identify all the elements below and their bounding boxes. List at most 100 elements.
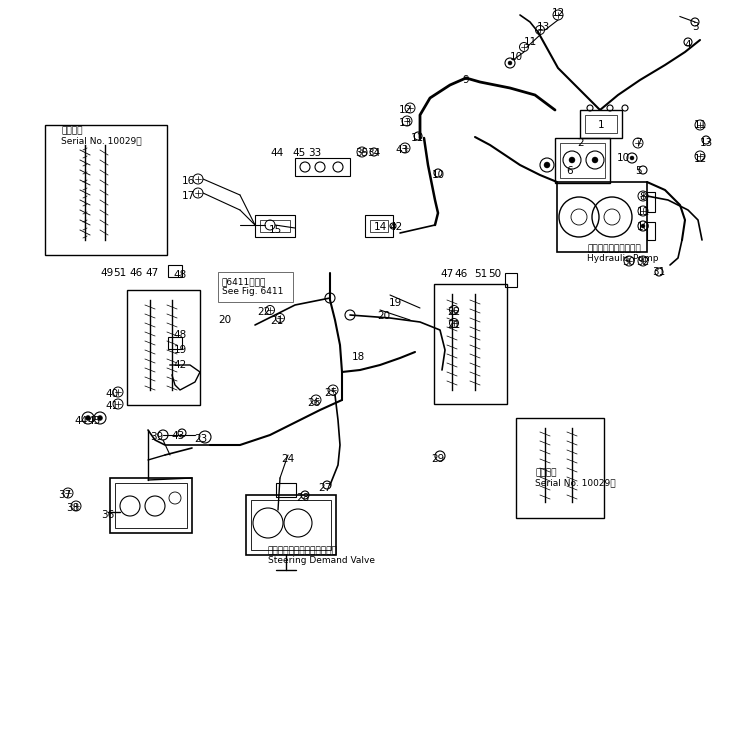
- Text: 3: 3: [692, 22, 699, 32]
- Text: 27: 27: [318, 483, 331, 493]
- Text: 47: 47: [441, 269, 454, 279]
- Text: 46: 46: [130, 268, 143, 278]
- Text: Hydraulic Pump: Hydraulic Pump: [587, 254, 658, 263]
- Bar: [560, 143, 605, 178]
- Text: 19: 19: [388, 298, 402, 308]
- Text: 24: 24: [281, 454, 295, 464]
- Text: 4: 4: [685, 40, 691, 50]
- Text: 45: 45: [87, 416, 100, 426]
- Circle shape: [544, 162, 550, 168]
- Bar: [168, 337, 182, 349]
- Text: 10: 10: [616, 153, 630, 163]
- Bar: [557, 182, 647, 252]
- Text: 15: 15: [268, 225, 281, 235]
- Circle shape: [97, 416, 103, 421]
- Text: 12: 12: [693, 154, 707, 164]
- Text: 30: 30: [622, 257, 636, 267]
- Bar: [255, 215, 295, 237]
- Text: 12: 12: [398, 105, 412, 115]
- Text: 22: 22: [447, 307, 460, 317]
- Text: 37: 37: [59, 490, 72, 500]
- Bar: [168, 265, 182, 277]
- Bar: [246, 495, 336, 555]
- Text: 51: 51: [114, 268, 127, 278]
- Text: 21: 21: [270, 316, 284, 326]
- Text: 2: 2: [578, 138, 584, 148]
- Text: ステアリングデマンドバルブ: ステアリングデマンドバルブ: [268, 546, 338, 555]
- Circle shape: [86, 416, 90, 421]
- Text: 42: 42: [389, 222, 402, 232]
- Bar: [110, 478, 192, 533]
- Text: Serial No. 10029～: Serial No. 10029～: [535, 478, 616, 487]
- Text: 21: 21: [447, 320, 460, 330]
- Text: 44: 44: [270, 148, 284, 158]
- Text: 17: 17: [181, 191, 195, 201]
- Text: 45: 45: [292, 148, 306, 158]
- Bar: [580, 110, 622, 138]
- Bar: [505, 273, 517, 287]
- Text: 42: 42: [174, 360, 187, 370]
- Text: 41: 41: [106, 401, 119, 411]
- Bar: [45, 125, 167, 255]
- Text: 10: 10: [509, 52, 523, 62]
- Text: 13: 13: [699, 138, 712, 148]
- Text: 39: 39: [150, 432, 163, 442]
- Text: 適用号機: 適用号機: [535, 468, 556, 477]
- Circle shape: [592, 157, 598, 163]
- Text: 11: 11: [410, 133, 424, 143]
- Text: 11: 11: [523, 37, 537, 47]
- Bar: [365, 215, 393, 237]
- Circle shape: [630, 156, 634, 160]
- Text: 47: 47: [145, 268, 158, 278]
- Bar: [260, 220, 290, 232]
- Text: 29: 29: [432, 454, 445, 464]
- Text: 7: 7: [635, 138, 641, 148]
- Text: See Fig. 6411: See Fig. 6411: [222, 287, 284, 296]
- Bar: [115, 483, 187, 528]
- Text: 46: 46: [454, 269, 468, 279]
- Text: 12: 12: [551, 8, 564, 18]
- Text: 36: 36: [101, 510, 114, 520]
- Bar: [516, 418, 604, 518]
- Bar: [127, 290, 200, 405]
- Text: 5: 5: [636, 166, 642, 176]
- Bar: [276, 483, 296, 497]
- Text: 35: 35: [356, 148, 369, 158]
- Text: 26: 26: [307, 398, 320, 408]
- Text: 1: 1: [597, 120, 604, 130]
- Text: 19: 19: [174, 345, 187, 355]
- Text: 25: 25: [325, 388, 338, 398]
- Text: Steering Demand Valve: Steering Demand Valve: [268, 556, 375, 565]
- Text: 51: 51: [474, 269, 487, 279]
- Bar: [295, 158, 350, 176]
- Text: 22: 22: [257, 307, 270, 317]
- Bar: [555, 138, 610, 183]
- Circle shape: [569, 157, 575, 163]
- Text: 48: 48: [174, 270, 187, 280]
- Text: 14: 14: [373, 222, 386, 232]
- Text: 6: 6: [567, 166, 573, 176]
- Text: 20: 20: [218, 315, 232, 325]
- Bar: [251, 500, 331, 550]
- Text: 16: 16: [181, 176, 195, 186]
- Text: 50: 50: [488, 269, 501, 279]
- Text: 10: 10: [432, 170, 444, 180]
- Text: 8: 8: [640, 192, 647, 202]
- Bar: [647, 222, 655, 240]
- Text: 33: 33: [309, 148, 322, 158]
- Text: Serial No. 10029～: Serial No. 10029～: [61, 136, 141, 145]
- Bar: [647, 192, 655, 212]
- Text: 40: 40: [106, 389, 119, 399]
- Text: 32: 32: [636, 257, 649, 267]
- Text: 23: 23: [194, 434, 207, 444]
- Text: 48: 48: [174, 330, 187, 340]
- Text: 適用号機: 適用号機: [61, 126, 83, 135]
- Text: 20: 20: [377, 311, 391, 321]
- Text: 13: 13: [537, 22, 550, 32]
- Circle shape: [508, 61, 512, 65]
- Text: 44: 44: [74, 416, 88, 426]
- Text: 10: 10: [636, 222, 649, 232]
- Text: 31: 31: [652, 267, 666, 277]
- Text: 43: 43: [172, 431, 185, 441]
- Text: 11: 11: [693, 120, 707, 130]
